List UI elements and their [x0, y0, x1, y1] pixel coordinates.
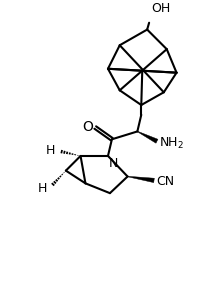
Text: NH$_2$: NH$_2$ [159, 136, 184, 151]
Text: N: N [109, 157, 118, 170]
Text: H: H [38, 182, 47, 195]
Text: CN: CN [156, 175, 174, 188]
Text: OH: OH [151, 2, 170, 15]
Polygon shape [137, 131, 158, 143]
Polygon shape [128, 176, 154, 183]
Text: H: H [46, 144, 55, 157]
Text: O: O [82, 120, 93, 133]
